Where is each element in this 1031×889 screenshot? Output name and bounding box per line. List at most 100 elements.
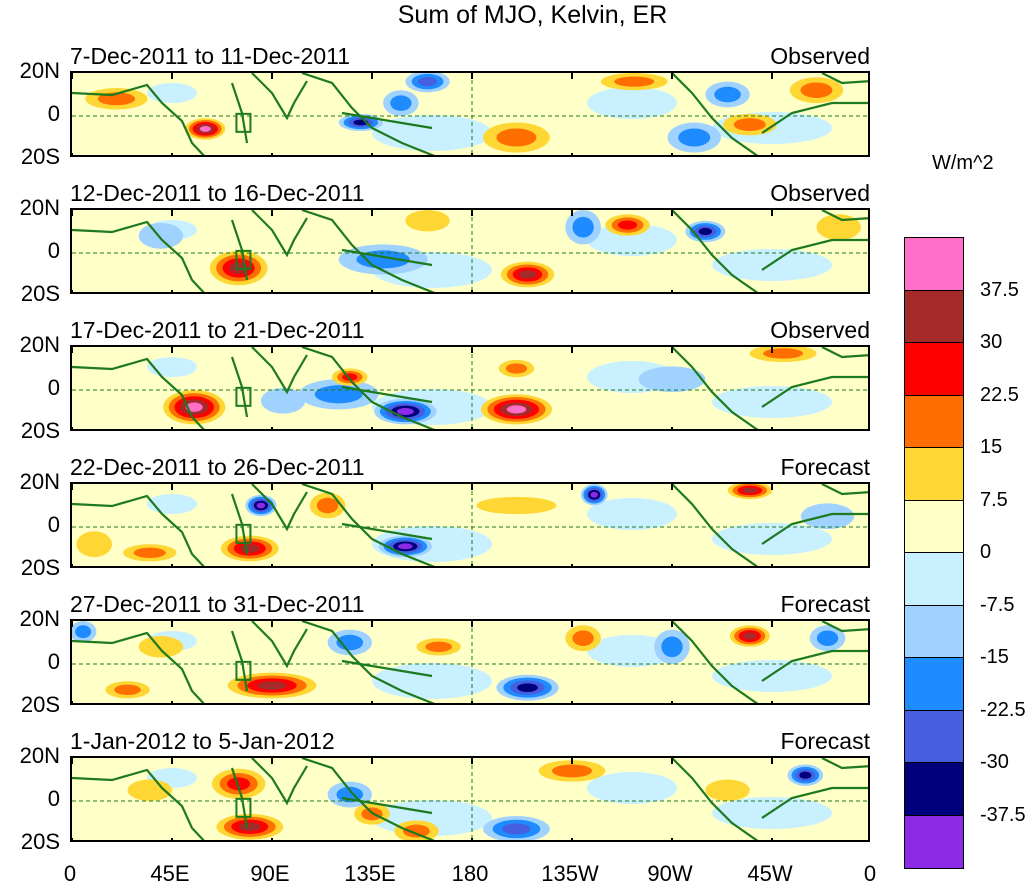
anomaly-contour [396, 407, 414, 416]
panel-status-label: Forecast [780, 591, 870, 617]
anomaly-contour [390, 95, 412, 111]
anomaly-contour [552, 764, 592, 778]
region-box-marker [235, 797, 252, 818]
background-anomaly [587, 498, 677, 530]
coastline [251, 758, 308, 806]
colorbar-level-label: 7.5 [980, 488, 1008, 511]
lon-tick-label: 45E [150, 861, 190, 886]
region-box-marker [235, 660, 252, 681]
anomaly-contour [799, 771, 812, 779]
anomaly-contour [418, 76, 438, 87]
coastline [301, 758, 435, 840]
anomaly-contour [496, 128, 537, 147]
coastline [341, 796, 433, 815]
region-box-marker [235, 249, 252, 270]
coastline [671, 73, 759, 155]
anomaly-contour [398, 543, 413, 550]
anomaly-contour [678, 128, 711, 147]
coastline [761, 786, 868, 819]
anomaly-contour [316, 497, 339, 514]
anomaly-contour [133, 547, 166, 558]
colorbar-swatch [905, 395, 963, 448]
map-panel-svg [72, 758, 868, 840]
colorbar-level-label: -15 [980, 646, 1009, 668]
anomaly-contour [240, 544, 260, 553]
anomaly-contour [138, 222, 184, 249]
colorbar-level-label: -22.5 [980, 698, 1026, 721]
anomaly-contour [816, 214, 861, 241]
lon-tick-label: 135W [541, 861, 599, 886]
anomaly-contour [638, 366, 706, 393]
coastline [341, 111, 433, 130]
anomaly-contour [405, 210, 450, 232]
map-panel [70, 756, 870, 842]
colorbar-swatch [905, 343, 963, 396]
colorbar-swatch [905, 658, 963, 711]
map-panel [70, 71, 870, 157]
colorbar-swatch [905, 605, 963, 658]
coastline [821, 210, 868, 222]
coastline [301, 621, 435, 703]
coastline [821, 484, 868, 496]
colorbar-level-label: -7.5 [980, 593, 1015, 616]
colorbar-swatch [905, 500, 963, 553]
lat-tick-label: 20S [20, 281, 60, 306]
coastline [761, 238, 868, 271]
coastline [72, 631, 205, 703]
anomaly-contour [743, 632, 757, 640]
colorbar-level-label: 15 [980, 436, 1003, 458]
coastline [671, 347, 759, 429]
background-anomaly [712, 523, 832, 555]
lon-tick-label: 135E [344, 861, 396, 886]
coastline [671, 758, 759, 840]
anomaly-contour [127, 779, 172, 801]
lat-tick-label: 0 [47, 649, 60, 674]
coastline [301, 210, 435, 292]
map-panel [70, 482, 870, 568]
coastline [72, 768, 205, 840]
background-anomaly [587, 635, 677, 667]
colorbar-swatch [905, 710, 963, 763]
anomaly-contour [257, 681, 287, 690]
lat-tick-label: 0 [47, 786, 60, 811]
colorbar-swatch [905, 290, 963, 343]
coastline [761, 101, 868, 134]
anomaly-contour [517, 683, 538, 692]
background-anomaly [587, 772, 677, 804]
panel-period-label: 17-Dec-2011 to 21-Dec-2011 [70, 317, 365, 343]
anomaly-contour [476, 496, 557, 515]
lat-tick-label: 20N [19, 743, 60, 768]
coastline [251, 621, 308, 669]
anomaly-contour [425, 641, 452, 652]
lat-tick-label: 20S [20, 692, 60, 717]
background-anomaly [147, 357, 197, 377]
coastline [72, 494, 205, 566]
background-anomaly [147, 494, 197, 514]
colorbar-level-label: 37.5 [980, 278, 1019, 301]
coastline [671, 210, 759, 292]
background-anomaly [712, 386, 832, 418]
region-box-marker [235, 112, 252, 133]
lon-tick-label: 0 [863, 861, 877, 886]
coastline [821, 621, 868, 633]
map-panel-svg [72, 621, 868, 703]
anomaly-contour [800, 503, 855, 530]
coastline [251, 484, 308, 532]
region-box-marker [235, 523, 252, 544]
panel-status-label: Observed [770, 43, 870, 69]
anomaly-contour [505, 363, 528, 374]
anomaly-contour [114, 684, 141, 695]
anomaly-contour [185, 402, 203, 412]
anomaly-contour [76, 531, 112, 558]
coastline [251, 347, 308, 395]
coastline [301, 484, 435, 566]
anomaly-contour [733, 118, 766, 132]
colorbar-swatch [905, 553, 963, 606]
colorbar-level-label: 30 [980, 331, 1003, 353]
lat-tick-label: 20S [20, 829, 60, 854]
background-anomaly [712, 249, 832, 281]
lat-tick-label: 20N [19, 58, 60, 83]
map-panel-svg [72, 73, 868, 155]
anomaly-contour [403, 824, 430, 838]
anomaly-contour [742, 487, 758, 494]
